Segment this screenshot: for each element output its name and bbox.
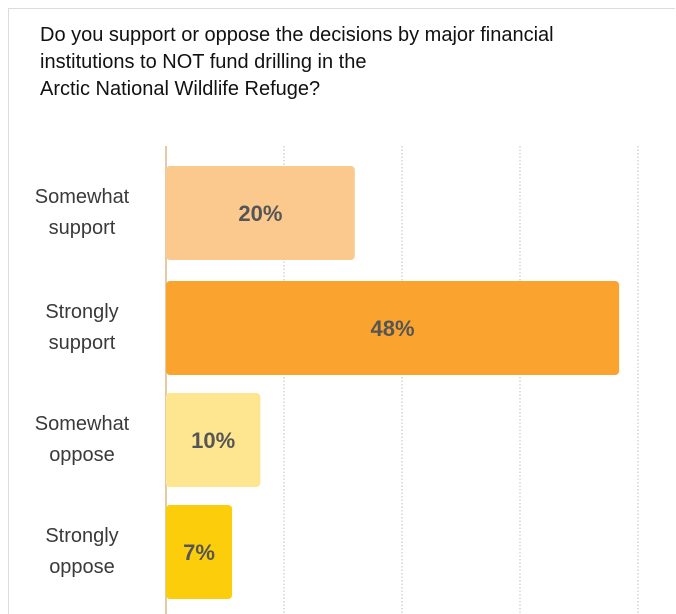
category-label-3-line-1: Somewhat xyxy=(35,413,130,435)
data-label-2: 48% xyxy=(371,316,415,341)
title-line-2: institutions to NOT fund drilling in the xyxy=(40,51,367,73)
bar-4 xyxy=(166,505,233,599)
data-label-3: 10% xyxy=(191,428,235,453)
title-line-3: Arctic National Wildlife Refuge? xyxy=(40,78,321,100)
bar-2 xyxy=(166,281,620,375)
data-label-1: 20% xyxy=(238,201,282,226)
category-label-1-line-2: support xyxy=(49,217,116,239)
category-label-2-line-2: support xyxy=(49,332,116,354)
title-line-1: Do you support or oppose the decisions b… xyxy=(40,24,554,46)
category-label-4-line-1: Strongly xyxy=(45,525,118,547)
category-label-4-line-2: oppose xyxy=(49,556,115,578)
category-label-1-line-1: Somewhat xyxy=(35,186,130,208)
category-label-2-line-1: Strongly xyxy=(45,301,118,323)
data-label-4: 7% xyxy=(183,540,215,565)
bar-1 xyxy=(166,166,355,260)
bar-3 xyxy=(166,393,261,487)
chart-title: Do you support or oppose the decisions b… xyxy=(40,22,640,103)
category-label-3-line-2: oppose xyxy=(49,444,115,466)
